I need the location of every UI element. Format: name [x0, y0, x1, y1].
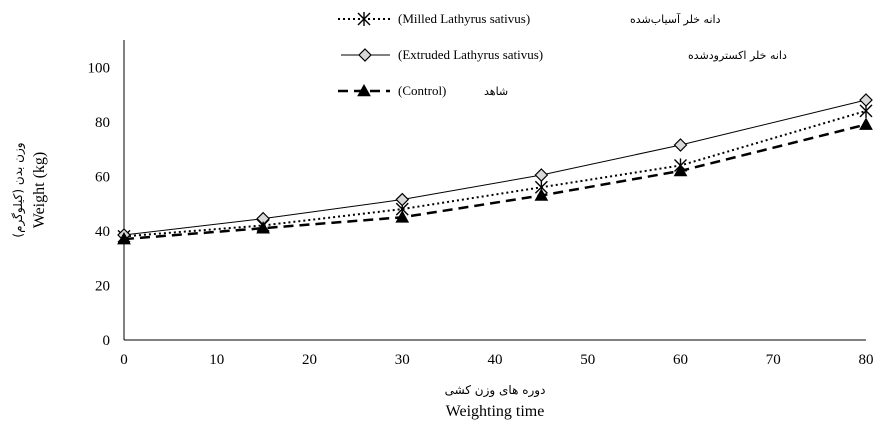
legend-label-control-en: (Control) [398, 83, 446, 98]
x-tick-label-10: 10 [209, 352, 224, 368]
x-tick-label-50: 50 [580, 352, 595, 368]
legend-label-extruded-fa: دانه خلر اکسترودشده [688, 49, 787, 62]
x-tick-label-20: 20 [302, 352, 317, 368]
series-1-point-5 [859, 93, 873, 107]
series-2-point-4 [673, 163, 688, 177]
y-axis-title-fa: وزن بدن (کیلوگرم) [11, 142, 26, 237]
x-tick-label-0: 0 [120, 352, 128, 368]
legend-swatch-milled-marker-shape [357, 12, 371, 26]
series-line-1 [123, 99, 867, 236]
x-tick-label-60: 60 [673, 352, 688, 368]
legend-entry-extruded: (Extruded Lathyrus sativus) دانه خلر اکس… [341, 47, 787, 62]
series-markers [117, 93, 873, 245]
y-tick-label-40: 40 [95, 224, 110, 240]
y-tick-labels: 0 20 40 60 80 100 [88, 60, 111, 349]
series-2-point-0 [117, 232, 131, 245]
legend-swatch-control-marker [357, 83, 371, 97]
y-tick-label-20: 20 [95, 278, 110, 294]
x-tick-label-40: 40 [488, 352, 503, 368]
legend-label-extruded-en: (Extruded Lathyrus sativus) [398, 47, 543, 62]
series-2-point-3 [534, 188, 549, 201]
x-tick-label-80: 80 [859, 352, 874, 368]
y-tick-label-60: 60 [95, 169, 110, 185]
series-2-point-5 [859, 117, 873, 130]
y-axis-title: Weight (kg) [31, 152, 48, 228]
x-tick-labels: 0 10 20 30 40 50 60 70 80 [120, 352, 873, 368]
series-1-point-4 [673, 138, 688, 152]
legend-entry-control: (Control) شاهد [338, 83, 508, 98]
y-tick-label-100: 100 [88, 60, 111, 76]
series-2-point-1 [256, 221, 270, 234]
legend-swatch-extruded-marker-shape [358, 48, 372, 62]
series-lines [123, 99, 867, 241]
legend-label-milled-fa: دانه خلر آسیاب‌شده [630, 12, 721, 26]
x-tick-label-30: 30 [395, 352, 410, 368]
y-tick-label-0: 0 [103, 333, 111, 349]
series-1-point-2 [395, 192, 410, 207]
x-axis-title-fa: دوره های وزن کشی [445, 383, 546, 398]
legend-swatch-control-marker-shape [357, 83, 371, 97]
legend-entry-milled: (Milled Lathyrus sativus) دانه خلر آسیاب… [338, 11, 721, 26]
legend-swatch-extruded-marker [358, 48, 372, 62]
series-2-point-2 [395, 210, 410, 223]
series-1-point-3 [534, 168, 549, 182]
series-line-0 [123, 109, 867, 238]
legend-label-control-fa: شاهد [484, 85, 508, 98]
series-line-2 [123, 123, 867, 241]
x-axis-title: Weighting time [446, 403, 545, 420]
legend-swatch-milled-marker [357, 12, 371, 26]
y-tick-label-80: 80 [95, 115, 110, 131]
legend: (Milled Lathyrus sativus) دانه خلر آسیاب… [338, 11, 787, 98]
x-tick-label-70: 70 [766, 352, 781, 368]
legend-label-milled-en: (Milled Lathyrus sativus) [398, 11, 530, 26]
